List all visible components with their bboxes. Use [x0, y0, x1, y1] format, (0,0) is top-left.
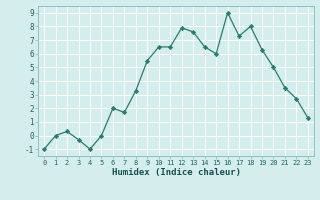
- X-axis label: Humidex (Indice chaleur): Humidex (Indice chaleur): [111, 168, 241, 177]
